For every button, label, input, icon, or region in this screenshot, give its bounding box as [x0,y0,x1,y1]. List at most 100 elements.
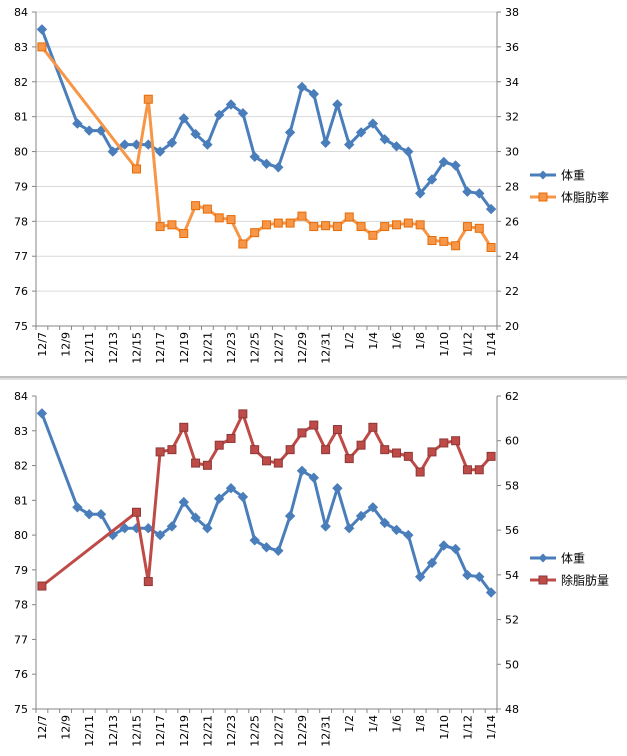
x-tick-label: 12/21 [201,332,214,364]
data-point-diamond [249,151,260,163]
y-left-tick-label: 77 [14,633,28,646]
data-point-diamond [462,569,473,581]
data-point-square [191,458,201,468]
data-point-diamond [83,508,95,520]
y-left-tick-label: 82 [14,460,28,473]
data-point-diamond [450,543,461,555]
data-point-diamond [166,137,178,149]
data-point-diamond [119,139,130,150]
data-point-square [238,239,248,249]
data-point-square [179,229,189,239]
data-point-square [155,222,165,232]
data-point-square [309,420,319,430]
data-point-diamond [36,24,48,35]
legend-label: 体重 [561,169,585,183]
x-tick-label: 12/7 [36,332,49,357]
data-point-diamond [367,502,379,513]
data-point-square [262,220,271,230]
x-tick-label: 12/9 [60,332,73,357]
data-point-diamond [308,88,320,100]
y-left-tick-label: 83 [14,41,28,54]
y-right-tick-label: 52 [505,614,519,627]
data-point-square [238,409,248,419]
y-right-tick-label: 32 [505,111,519,124]
data-point-diamond [178,496,190,508]
y-right-tick-label: 26 [505,215,519,228]
data-point-diamond [308,472,320,483]
data-point-square [486,243,496,252]
y-right-tick-label: 60 [505,435,519,448]
data-point-square [427,447,437,457]
data-point-diamond [379,134,390,145]
data-point-square [250,445,260,455]
data-point-diamond [391,524,402,536]
data-point-diamond [320,137,331,149]
data-point-diamond [296,465,308,477]
x-tick-label: 12/17 [154,332,167,364]
data-point-diamond [403,529,414,541]
data-point-diamond [225,99,237,110]
x-tick-label: 12/17 [154,715,167,747]
x-tick-label: 1/6 [391,332,404,350]
data-point-diamond [72,118,83,129]
data-point-diamond [474,188,485,199]
data-point-diamond [355,510,367,522]
x-tick-label: 12/31 [320,332,333,364]
weight-leanmass-chart: 75 76 77 78 79 80 81 82 83 84 48 50 52 54 56 58 60 62 12/7… [14,390,609,747]
legend-label: 除脂肪量 [561,573,609,588]
x-tick-label: 1/2 [343,332,356,350]
x-tick-label: 12/19 [178,715,191,747]
data-point-square [191,201,201,211]
y-left-tick-label: 84 [14,390,28,403]
data-point-square [37,581,47,591]
data-point-diamond [379,517,390,529]
data-point-square [285,445,295,455]
y-left-tick-label: 82 [14,76,28,89]
data-point-square [202,204,212,214]
data-point-diamond [261,542,272,553]
legend-marker-diamond [538,170,548,180]
data-point-diamond [284,510,296,522]
y-left-tick-label: 75 [14,320,28,333]
x-tick-label: 12/29 [296,715,309,747]
legend-marker-diamond [538,553,548,563]
y-left-tick-label: 76 [14,668,28,681]
data-point-square [356,440,366,450]
data-point-diamond [225,482,237,494]
data-point-diamond [332,482,343,494]
x-tick-label: 12/11 [83,715,96,747]
x-tick-label: 1/2 [343,715,356,733]
data-point-square [131,507,141,517]
data-point-square [214,440,224,450]
data-point-square [392,220,402,230]
x-tick-label: 1/4 [367,332,380,350]
data-point-diamond [343,139,355,150]
y-right-tick-label: 28 [505,180,519,193]
data-point-square [427,236,437,246]
x-tick-label: 1/6 [391,715,404,733]
data-point-diamond [391,141,402,152]
data-point-diamond [438,540,450,551]
y-right-tick-label: 20 [505,320,519,333]
y-left-tick-label: 80 [14,146,28,159]
data-point-square [214,213,224,223]
data-point-square [321,445,331,455]
x-tick-label: 12/15 [130,715,143,747]
data-point-square [155,447,165,457]
legend-marker-square [538,192,548,202]
x-tick-label: 12/13 [107,332,120,364]
y-left-tick-label: 78 [14,215,28,228]
data-point-diamond [367,118,379,129]
y-right-tick-label: 34 [505,76,519,89]
data-point-diamond [474,571,485,583]
x-tick-label: 12/31 [320,715,333,747]
data-point-square [167,220,177,230]
data-point-square [368,230,378,240]
data-point-square [143,94,153,104]
data-point-diamond [261,158,272,170]
data-point-square [309,222,319,232]
legend-label: 体脂肪率 [561,190,609,205]
y-left-tick-label: 76 [14,285,28,298]
data-point-square [285,218,295,228]
data-point-diamond [462,186,473,197]
